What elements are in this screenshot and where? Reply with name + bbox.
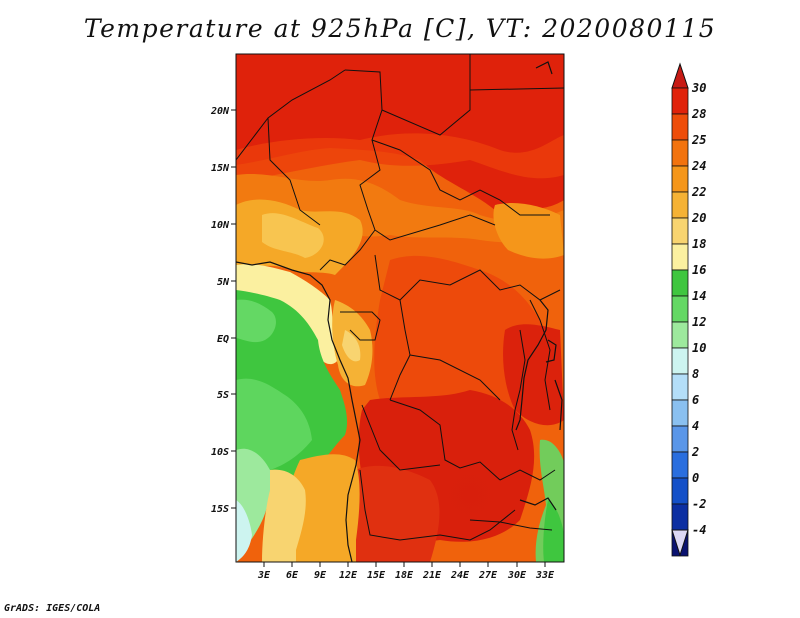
- colorbar-label: 14: [692, 289, 706, 303]
- colorbar-label: 8: [692, 367, 699, 381]
- lon-label: 33E: [535, 570, 555, 581]
- lat-label: 10S: [211, 447, 229, 458]
- colorbar-cell: [671, 87, 689, 115]
- temperature-field: [236, 54, 564, 562]
- colorbar-cell: [671, 217, 689, 245]
- colorbar-label: 10: [692, 341, 706, 355]
- colorbar-top-cap: [671, 62, 689, 89]
- colorbar-label: 0: [692, 471, 699, 485]
- colorbar-label: 2: [691, 445, 699, 459]
- lon-label: 18E: [395, 570, 414, 581]
- lon-label: 27E: [478, 570, 498, 581]
- colorbar-cell: [671, 373, 689, 401]
- colorbar-cell: [671, 477, 689, 505]
- colorbar-label: 4: [692, 419, 699, 433]
- grads-credit: GrADS: IGES/COLA: [4, 603, 101, 614]
- lat-label: 10N: [211, 220, 230, 231]
- lat-label: 20N: [210, 106, 230, 117]
- lon-label: 9E: [314, 570, 327, 581]
- lon-label: 6E: [286, 570, 299, 581]
- map-title: Temperature at 925hPa [C], VT: 202008011…: [83, 14, 717, 43]
- colorbar-cell: [671, 243, 689, 271]
- colorbar-labels: 30 28 25 24 22 20 18 16 14 12 10 8 6 4 2…: [691, 81, 706, 537]
- lon-label: 21E: [422, 570, 442, 581]
- colorbar-label: 16: [692, 263, 706, 277]
- colorbar-cells: [671, 87, 689, 557]
- colorbar-cell: [671, 425, 689, 453]
- lat-label: 5N: [217, 277, 230, 288]
- colorbar-label: 22: [691, 185, 706, 199]
- lon-label: 30E: [507, 570, 527, 581]
- colorbar-label: 12: [692, 315, 706, 329]
- colorbar-label: 6: [692, 393, 699, 407]
- colorbar-cell: [671, 139, 689, 167]
- colorbar-cell: [671, 451, 689, 479]
- lon-label: 3E: [257, 570, 271, 581]
- lat-label: 15S: [211, 504, 229, 515]
- colorbar-label: 25: [691, 133, 706, 147]
- lon-label: 12E: [339, 570, 358, 581]
- colorbar-label: 30: [691, 81, 706, 95]
- lat-label: EQ: [217, 334, 229, 345]
- colorbar-label: 18: [692, 237, 706, 251]
- colorbar-cell: [671, 191, 689, 219]
- colorbar-cell: [671, 165, 689, 193]
- map-frame: [235, 53, 565, 563]
- latitude-labels: 20N 15N 10N 5N EQ 5S 10S 15S: [210, 106, 230, 515]
- colorbar-label: 28: [691, 107, 706, 121]
- colorbar-label: -2: [692, 497, 706, 511]
- axis-ticks: [231, 109, 546, 567]
- colorbar-label: -4: [692, 523, 706, 537]
- colorbar-bottom-cap: [671, 529, 689, 557]
- longitude-labels: 3E 6E 9E 12E 15E 18E 21E 24E 27E 30E 33E: [257, 570, 555, 581]
- lat-label: 15N: [211, 163, 230, 174]
- lat-label: 5S: [217, 390, 229, 401]
- colorbar-cell: [671, 321, 689, 349]
- colorbar-cell: [671, 295, 689, 323]
- country-borders: [236, 54, 564, 541]
- colorbar-cell: [671, 347, 689, 375]
- colorbar-cell: [671, 269, 689, 297]
- colorbar-cell: [671, 399, 689, 427]
- colorbar-cell: [671, 503, 689, 531]
- coastline: [236, 61, 563, 562]
- colorbar: 30 28 25 24 22 20 18 16 14 12 10 8 6 4 2…: [671, 62, 706, 557]
- lon-label: 15E: [367, 570, 386, 581]
- lon-label: 24E: [450, 570, 470, 581]
- colorbar-label: 20: [691, 211, 706, 225]
- colorbar-cell: [671, 113, 689, 141]
- colorbar-label: 24: [691, 159, 706, 173]
